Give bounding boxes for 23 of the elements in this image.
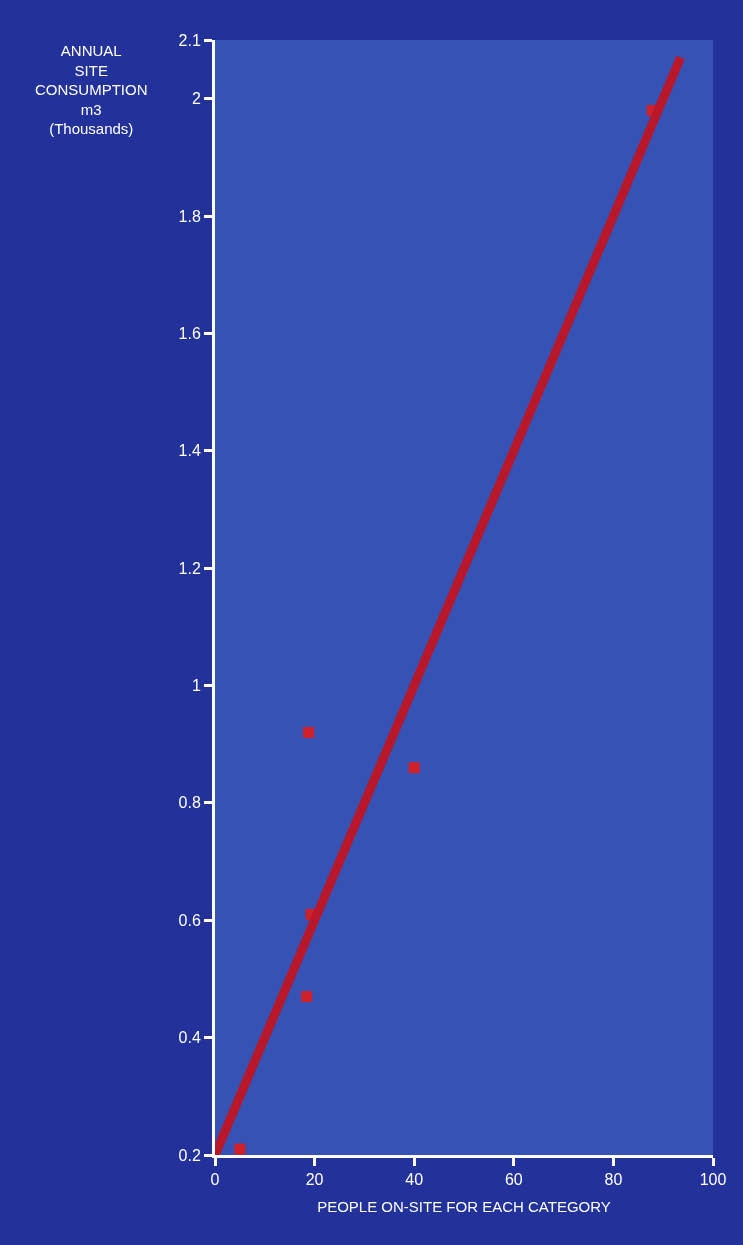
point — [234, 1143, 246, 1155]
x-tick-label: 40 — [405, 1171, 424, 1189]
point — [301, 991, 313, 1003]
y-tick-label: 1.6 — [178, 325, 201, 343]
y-axis-title: ANNUAL SITE CONSUMPTION m3 (Thousands) — [35, 42, 148, 137]
x-tick-label: 80 — [604, 1171, 623, 1189]
y-tick-label: 0.4 — [178, 1029, 201, 1047]
y-tick-label: 1.8 — [178, 207, 201, 225]
x-axis-title: PEOPLE ON-SITE FOR EACH CATEGORY — [317, 1198, 611, 1216]
point — [303, 726, 315, 738]
x-tick-label: 20 — [305, 1171, 324, 1189]
x-tick-label: 60 — [504, 1171, 523, 1189]
x-tick-label: 100 — [699, 1171, 727, 1189]
y-tick-label: 1.4 — [178, 442, 201, 460]
y-tick-label: 2.1 — [178, 31, 201, 49]
y-tick-label: 0.8 — [178, 794, 201, 812]
point — [408, 762, 420, 774]
y-tick-label: 0.6 — [178, 911, 201, 929]
y-tick-label: 1.2 — [178, 559, 201, 577]
y-tick-label: 2 — [191, 90, 201, 108]
x-tick-label: 0 — [210, 1171, 220, 1189]
y-tick-label: 1 — [191, 677, 201, 695]
y-tick-label: 0.2 — [178, 1146, 201, 1164]
